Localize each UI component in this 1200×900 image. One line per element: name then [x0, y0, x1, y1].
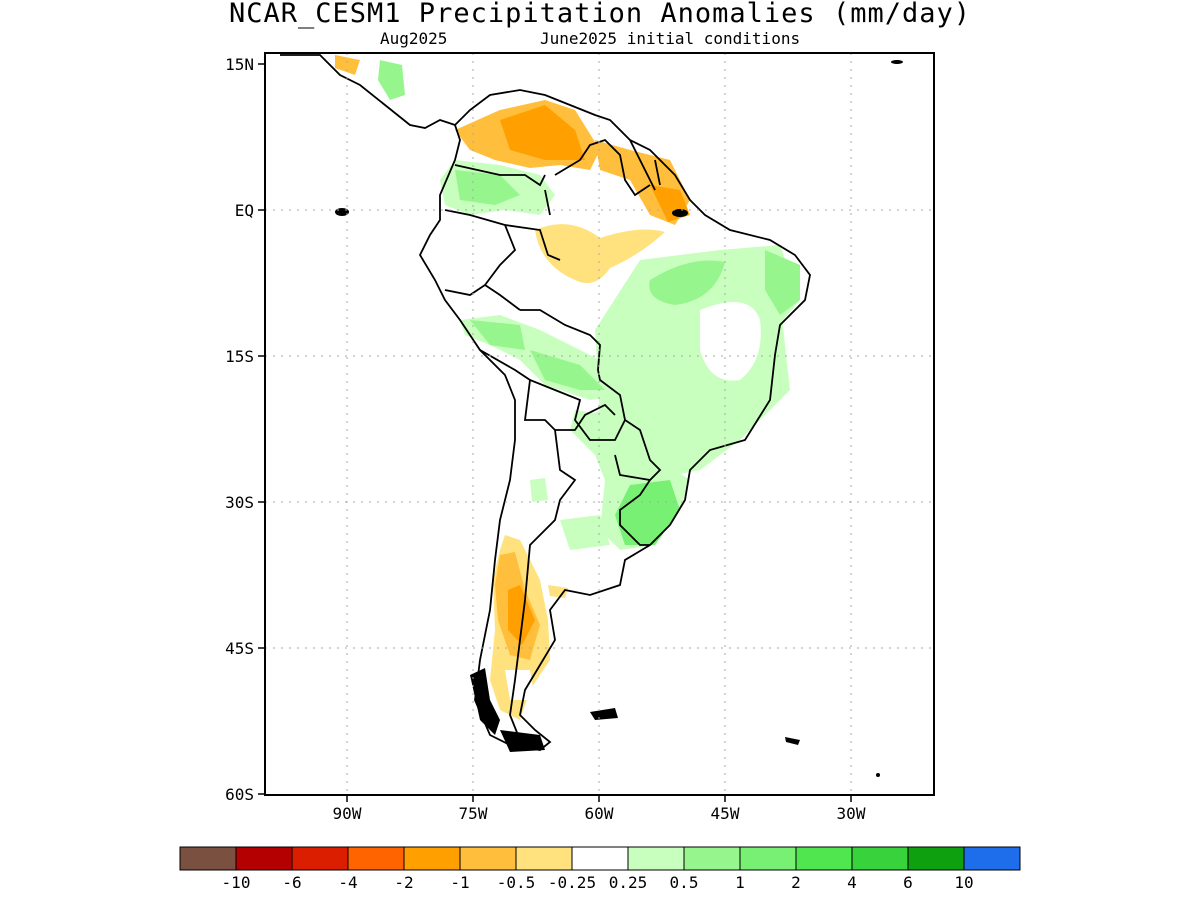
colorbar-swatch — [235, 846, 293, 871]
lon-label-45w: 45W — [711, 804, 740, 823]
colorbar-tick-label: 1 — [735, 873, 745, 892]
colorbar-swatch — [515, 846, 573, 871]
colorbar-swatch — [739, 846, 797, 871]
colorbar-tick-label: 2 — [791, 873, 801, 892]
colorbar-tick-label: 10 — [954, 873, 973, 892]
colorbar-swatch — [291, 846, 349, 871]
colorbar-swatch — [963, 846, 1021, 871]
lon-label-60w: 60W — [585, 804, 614, 823]
colorbar-tick-label: -4 — [338, 873, 357, 892]
colorbar-tick-label: -1 — [450, 873, 469, 892]
colorbar-swatch — [403, 846, 461, 871]
colorbar-tick-label: -0.5 — [497, 873, 536, 892]
colorbar-swatch — [795, 846, 853, 871]
colorbar-tick-label: -10 — [222, 873, 251, 892]
colorbar-tick-label: -2 — [394, 873, 413, 892]
colorbar-swatch — [907, 846, 965, 871]
colorbar-tick-label: 0.5 — [670, 873, 699, 892]
colorbar-tick-label: 4 — [847, 873, 857, 892]
lat-label-30s: 30S — [225, 493, 254, 512]
lat-label-15n: 15N — [225, 55, 254, 74]
colorbar: -10 -6 -4 -2 -1 -0.5 -0.25 0.25 0.5 1 2 4 6 10 — [179, 846, 1021, 892]
lon-label-90w: 90W — [333, 804, 362, 823]
lat-label-60s: 60S — [225, 785, 254, 804]
lon-label-75w: 75W — [459, 804, 488, 823]
initial-conditions-label: June2025 initial conditions — [540, 29, 801, 48]
colorbar-tick-label: -0.25 — [548, 873, 596, 892]
colorbar-swatch — [683, 846, 741, 871]
map-plot-area — [280, 54, 903, 777]
colorbar-swatch — [627, 846, 685, 871]
anomaly-fields — [335, 55, 800, 720]
colorbar-swatch — [571, 846, 629, 871]
colorbar-swatch — [347, 846, 405, 871]
colorbar-tick-label: 0.25 — [609, 873, 648, 892]
lat-label-15s: 15S — [225, 347, 254, 366]
lat-label-45s: 45S — [225, 639, 254, 658]
colorbar-swatch — [459, 846, 517, 871]
map-title: NCAR_CESM1 Precipitation Anomalies (mm/d… — [229, 0, 971, 29]
colorbar-swatch — [851, 846, 909, 871]
axis-ticks — [258, 63, 852, 802]
lon-label-30w: 30W — [837, 804, 866, 823]
colorbar-tick-label: -6 — [282, 873, 301, 892]
lat-label-eq: EQ — [235, 201, 254, 220]
colorbar-tick-label: 6 — [903, 873, 913, 892]
valid-month-label: Aug2025 — [380, 29, 448, 48]
colorbar-swatch — [179, 846, 237, 871]
